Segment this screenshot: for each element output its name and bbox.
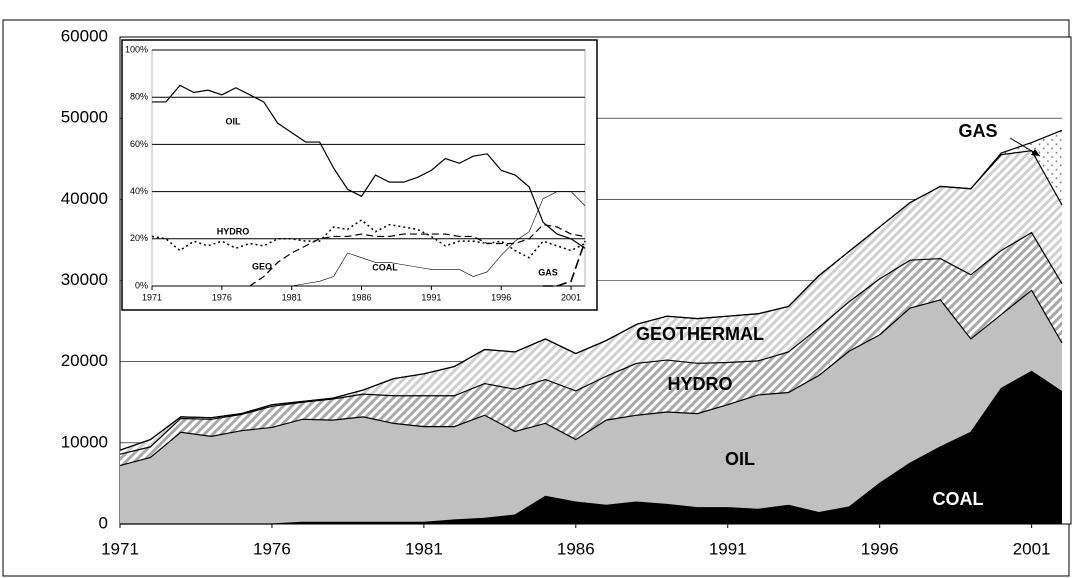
area-edge (119, 231, 1063, 455)
y-tick-label: 30000 (61, 270, 108, 289)
x-tick-label: 1971 (142, 292, 162, 302)
inset-chart: 0% 20% 40% 60% 80% 100% 1971 1976 1981 1986 1991 19… (121, 39, 598, 311)
y-tick-label: 0% (135, 280, 148, 290)
area (120, 290, 1062, 524)
area (120, 232, 1062, 466)
line (151, 218, 586, 259)
y-tick-label: 20% (130, 233, 148, 243)
series-label: GAS (958, 121, 997, 141)
series-label: COAL (933, 489, 984, 509)
inset-plot (151, 49, 586, 287)
y-tick-label: 100% (125, 44, 148, 54)
y-tick-label: 0 (99, 513, 108, 532)
y-tick-label: 80% (130, 92, 148, 102)
x-tick-label: 1991 (421, 292, 441, 302)
area (120, 371, 1062, 524)
x-tick-label: 1996 (861, 539, 899, 558)
x-tick-label: 1976 (212, 292, 232, 302)
x-tick-label: 1996 (491, 292, 511, 302)
area-edge (119, 129, 1063, 451)
x-tick-label: 1986 (352, 292, 372, 302)
area-edge (119, 289, 1063, 467)
series-label: HYDRO (667, 374, 732, 394)
series-label: GEOTHERMAL (636, 324, 764, 344)
series-label: OIL (725, 449, 755, 469)
y-tick-label: 20000 (61, 351, 108, 370)
series-label: GAS (538, 267, 558, 277)
x-tick-label: 1981 (282, 292, 302, 302)
series-label: COAL (372, 262, 398, 272)
x-tick-label: 1991 (709, 539, 747, 558)
x-tick-label: 1971 (101, 539, 139, 558)
x-tick-label: 1976 (253, 539, 291, 558)
y-tick-label: 60000 (61, 26, 108, 45)
series-label: GEO (252, 261, 272, 271)
x-tick-label: 2001 (561, 292, 581, 302)
gas-arrow-head (1031, 149, 1040, 156)
y-tick-label: 50000 (61, 108, 108, 127)
line (249, 223, 586, 287)
line (543, 240, 586, 287)
y-tick-label: 60% (130, 139, 148, 149)
line (152, 191, 586, 287)
y-tick-label: 40000 (61, 189, 108, 208)
x-tick-label: 1981 (405, 539, 443, 558)
y-tick-label: 10000 (61, 432, 108, 451)
series-label: HYDRO (217, 226, 250, 236)
x-tick-label: 2001 (1013, 539, 1051, 558)
x-tick-label: 1986 (557, 539, 595, 558)
y-tick-label: 40% (130, 186, 148, 196)
series-label: OIL (226, 116, 242, 126)
line (152, 84, 586, 249)
